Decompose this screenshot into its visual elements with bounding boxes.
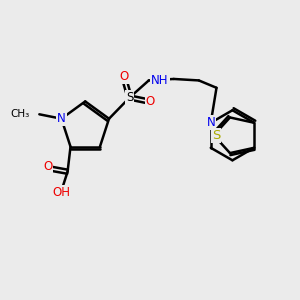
Text: S: S [212, 129, 220, 142]
Text: CH₃: CH₃ [11, 109, 30, 119]
Text: N: N [206, 116, 215, 129]
Text: OH: OH [53, 186, 71, 199]
Text: O: O [146, 94, 155, 107]
Text: NH: NH [151, 74, 169, 87]
Text: N: N [57, 112, 66, 125]
Text: S: S [126, 91, 133, 104]
Text: O: O [120, 70, 129, 83]
Text: O: O [43, 160, 52, 173]
